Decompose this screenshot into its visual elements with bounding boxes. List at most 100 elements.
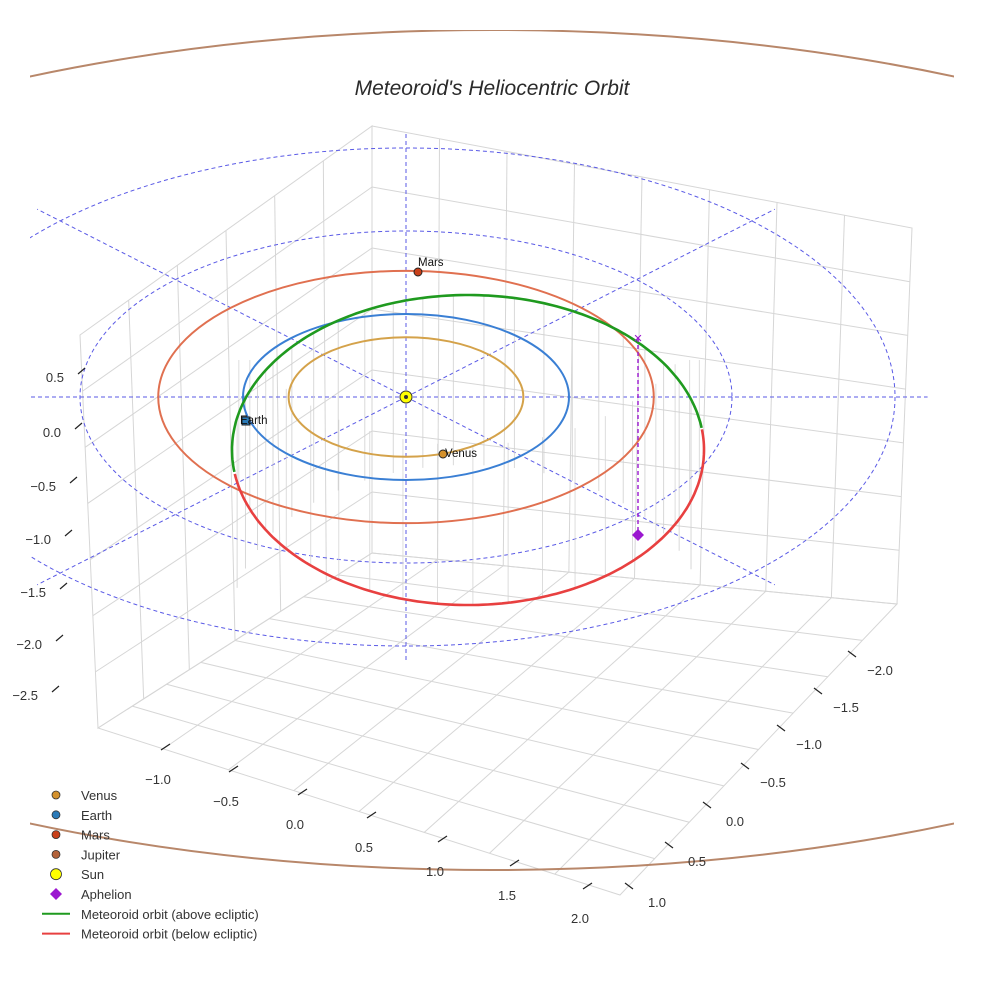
right-wall-hline xyxy=(371,186,910,283)
legend: Venus Earth Mars Jupiter Sun Aphelion Meteoroi… xyxy=(42,788,259,942)
markers: × Venus Earth Mars xyxy=(240,257,644,541)
x-tick-label: 1.5 xyxy=(498,888,516,903)
x-tick-mark xyxy=(366,811,377,819)
z-tick-label: 0.5 xyxy=(46,370,64,385)
back-wall-left xyxy=(79,125,373,729)
left-wall-vline xyxy=(225,230,236,641)
z-tick-mark xyxy=(59,582,68,590)
right-wall-vline xyxy=(699,189,710,585)
y-tick-mark xyxy=(847,650,857,658)
left-wall-hline xyxy=(82,186,373,392)
y-tick-mark xyxy=(813,687,823,695)
earth-label: Earth xyxy=(240,415,268,427)
left-wall-hline xyxy=(92,430,373,617)
right-wall-vline xyxy=(568,164,575,573)
y-tick-mark xyxy=(740,762,750,770)
legend-marker-mars xyxy=(51,830,61,839)
left-wall-vline xyxy=(176,265,190,670)
axis-grid xyxy=(79,125,913,896)
ecliptic-ring xyxy=(30,147,896,647)
legend-marker-aphelion xyxy=(50,888,62,900)
venus-marker xyxy=(438,449,448,459)
x-tick-mark xyxy=(297,788,308,796)
y-tick-label: 0.5 xyxy=(688,854,706,869)
legend-label: Venus xyxy=(81,788,118,803)
z-tick-mark xyxy=(64,529,73,537)
floor-line-b xyxy=(269,618,794,714)
legend-marker-jupiter xyxy=(51,850,61,859)
x-tick-label: 1.0 xyxy=(426,864,444,879)
right-wall-hline xyxy=(371,308,906,390)
floor-line-b xyxy=(234,640,759,750)
floor-line-b xyxy=(337,574,863,641)
x-tick-mark xyxy=(437,835,448,843)
meteoroid-orbit xyxy=(230,293,706,607)
y-tick-label: −0.5 xyxy=(760,775,786,790)
ecliptic-spoke xyxy=(405,396,776,586)
z-tick-mark xyxy=(74,422,83,430)
legend-label: Sun xyxy=(81,867,104,882)
left-wall-hline xyxy=(84,247,373,448)
right-wall-vline xyxy=(502,151,508,566)
aphelion-diamond xyxy=(632,529,644,541)
left-wall-hline xyxy=(95,491,373,673)
x-tick-mark xyxy=(160,743,171,751)
right-wall-hline xyxy=(371,430,902,498)
z-tick-label: −2.0 xyxy=(16,637,42,652)
z-tick-label: 0.0 xyxy=(43,425,61,440)
right-wall-hline xyxy=(371,491,900,551)
z-tick-mark xyxy=(69,476,78,484)
chart-title: Meteoroid's Heliocentric Orbit xyxy=(355,77,631,100)
mars-label: Mars xyxy=(418,257,444,269)
left-wall-hline xyxy=(90,369,373,560)
right-wall-vline xyxy=(634,176,643,579)
floor-line-a xyxy=(423,584,701,833)
aphelion-x-marker: × xyxy=(634,330,643,347)
legend-label: Mars xyxy=(81,828,110,843)
z-tick-label: −1.5 xyxy=(20,585,46,600)
x-tick-label: −1.0 xyxy=(145,772,171,787)
z-tick-label: −2.5 xyxy=(12,688,38,703)
ecliptic-spoke xyxy=(405,208,776,398)
sun-center xyxy=(404,395,408,399)
tick-labels: 0.5 0.0 −0.5 −1.0 −1.5 −2.0 −2.5 −1.0 −0.5 0.0 0.5… xyxy=(12,367,893,926)
z-tick-mark xyxy=(55,634,64,642)
z-tick-mark xyxy=(51,685,60,693)
y-tick-label: −1.5 xyxy=(833,700,859,715)
floor-line-b xyxy=(303,596,828,678)
right-wall-hline xyxy=(371,369,904,444)
right-wall-vline xyxy=(830,215,845,598)
legend-marker-earth xyxy=(51,810,61,820)
y-tick-label: 1.0 xyxy=(648,895,666,910)
x-tick-label: 2.0 xyxy=(571,911,589,926)
venus-label: Venus xyxy=(445,448,477,460)
earth-orbit xyxy=(242,313,570,481)
right-wall-hline xyxy=(371,247,908,336)
legend-label: Meteoroid orbit (above ecliptic) xyxy=(81,907,259,922)
legend-label: Meteoroid orbit (below ecliptic) xyxy=(81,927,257,942)
z-tick-label: −0.5 xyxy=(30,479,56,494)
z-tick-label: −1.0 xyxy=(25,532,51,547)
x-tick-mark xyxy=(582,882,593,890)
floor-line-a xyxy=(489,590,767,854)
left-wall-hline xyxy=(87,308,373,504)
y-tick-label: −1.0 xyxy=(796,737,822,752)
legend-label: Earth xyxy=(81,808,112,823)
y-tick-label: 0.0 xyxy=(726,814,744,829)
ecliptic-spoke xyxy=(36,396,407,586)
z-tick-mark xyxy=(77,367,86,375)
jupiter-orbit xyxy=(30,30,954,871)
y-tick-mark xyxy=(776,724,786,732)
legend-marker-venus xyxy=(51,790,61,800)
legend-label: Aphelion xyxy=(81,887,132,902)
left-wall-vline xyxy=(128,300,145,699)
y-tick-mark xyxy=(624,882,634,890)
jupiter-orbit-group xyxy=(30,30,954,871)
ecliptic-spoke xyxy=(36,208,407,398)
floor-line-a xyxy=(554,597,832,875)
mars-marker xyxy=(413,267,423,277)
x-tick-mark xyxy=(228,765,239,773)
earth-marker xyxy=(241,416,251,426)
left-wall-vline xyxy=(322,160,327,583)
